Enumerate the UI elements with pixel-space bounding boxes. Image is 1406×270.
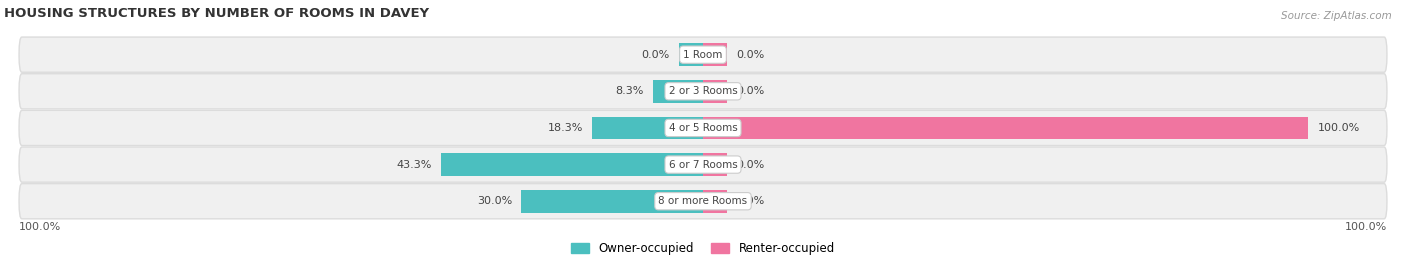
Bar (592, 117, 703, 139)
Text: 6 or 7 Rooms: 6 or 7 Rooms (669, 160, 737, 170)
Text: 8.3%: 8.3% (616, 86, 644, 96)
FancyBboxPatch shape (20, 74, 1386, 109)
Text: 30.0%: 30.0% (477, 196, 512, 206)
Text: 0.0%: 0.0% (737, 160, 765, 170)
Bar (441, 153, 703, 176)
Text: 1 Room: 1 Room (683, 50, 723, 60)
Text: Source: ZipAtlas.com: Source: ZipAtlas.com (1281, 11, 1392, 21)
FancyBboxPatch shape (20, 37, 1386, 72)
Text: HOUSING STRUCTURES BY NUMBER OF ROOMS IN DAVEY: HOUSING STRUCTURES BY NUMBER OF ROOMS IN… (4, 7, 429, 20)
Text: 100.0%: 100.0% (1344, 222, 1386, 232)
Text: 100.0%: 100.0% (1317, 123, 1360, 133)
Legend: Owner-occupied, Renter-occupied: Owner-occupied, Renter-occupied (567, 237, 839, 260)
Bar (703, 117, 1308, 139)
Text: 4 or 5 Rooms: 4 or 5 Rooms (669, 123, 737, 133)
Bar (522, 190, 703, 212)
Text: 0.0%: 0.0% (737, 50, 765, 60)
Text: 0.0%: 0.0% (737, 196, 765, 206)
Text: 8 or more Rooms: 8 or more Rooms (658, 196, 748, 206)
Text: 0.0%: 0.0% (737, 86, 765, 96)
FancyBboxPatch shape (20, 110, 1386, 146)
Bar (679, 43, 703, 66)
Bar (703, 190, 727, 212)
FancyBboxPatch shape (20, 147, 1386, 182)
Bar (703, 153, 727, 176)
Text: 43.3%: 43.3% (396, 160, 432, 170)
Bar (652, 80, 703, 103)
Text: 100.0%: 100.0% (20, 222, 62, 232)
Bar (703, 43, 727, 66)
FancyBboxPatch shape (20, 184, 1386, 219)
Text: 2 or 3 Rooms: 2 or 3 Rooms (669, 86, 737, 96)
Text: 18.3%: 18.3% (548, 123, 583, 133)
Text: 0.0%: 0.0% (641, 50, 669, 60)
Bar (703, 80, 727, 103)
